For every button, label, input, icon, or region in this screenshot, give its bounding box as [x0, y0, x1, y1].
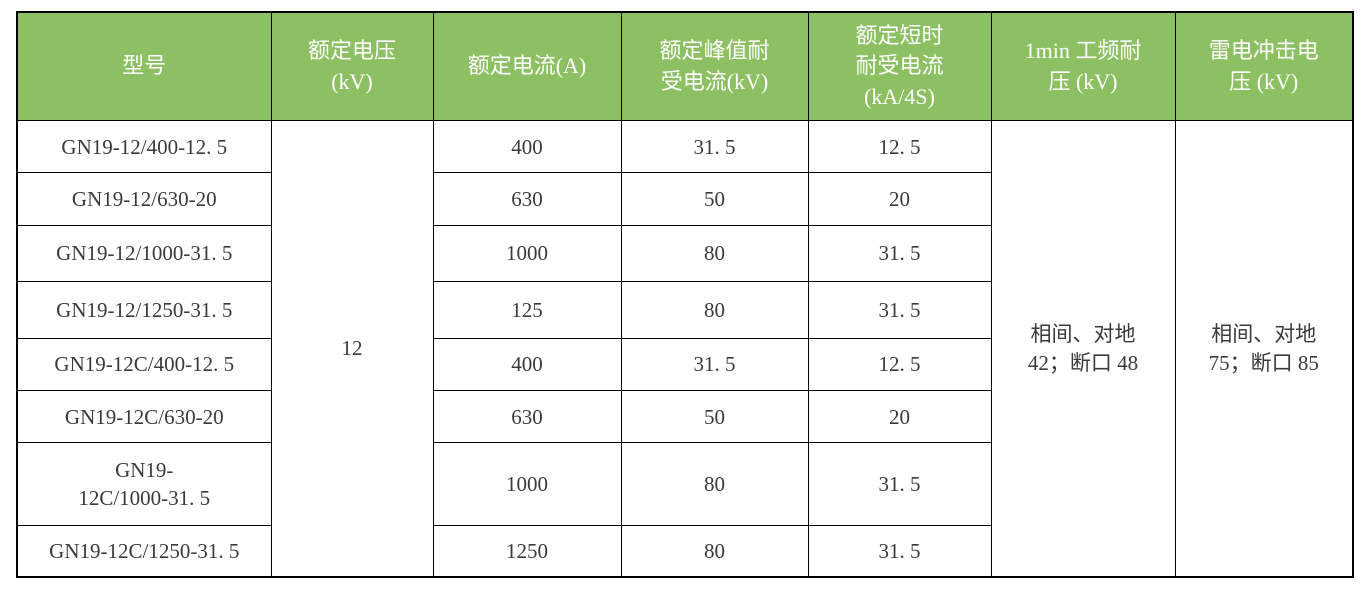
short-time-cell: 31. 5 [807, 224, 992, 283]
table-row: GN19-12/1000-31. 5 1000 80 31. 5 [16, 224, 1353, 283]
table-row: GN19-12/400-12. 5 12 400 31. 5 12. 5 相间、… [16, 119, 1354, 578]
header-rated-current: 额定电流(A) [432, 11, 622, 121]
power-frequency-cell: 相间、对地 42；断口 48 [990, 120, 1176, 578]
table-header: 型号 额定电压 (kV) 额定电流(A) 额定峰值耐 受电流(kV) 额定短时 … [16, 11, 1354, 121]
peak-cell: 80 [620, 442, 809, 527]
model-cell: GN19-12C/1250-31. 5 [16, 525, 272, 578]
short-time-cell: 20 [807, 172, 992, 226]
model-cell: GN19-12/400-12. 5 [16, 119, 272, 174]
header-rated-voltage: 额定电压 (kV) [270, 11, 434, 121]
header-model: 型号 [16, 11, 272, 121]
short-time-cell: 31. 5 [807, 281, 992, 339]
current-cell: 400 [432, 337, 622, 392]
peak-cell: 31. 5 [620, 119, 809, 174]
table-row: GN19-12C/400-12. 5 400 31. 5 12. 5 [16, 337, 1353, 392]
peak-cell: 80 [620, 281, 809, 339]
short-time-cell: 12. 5 [807, 119, 992, 174]
table-row: GN19-12C/630-20 630 50 20 [16, 390, 1353, 444]
lightning-impulse-cell: 相间、对地 75；断口 85 [1174, 120, 1354, 578]
model-cell: GN19-12/1250-31. 5 [16, 281, 272, 339]
current-cell: 1000 [432, 224, 622, 283]
header-row: 型号 额定电压 (kV) 额定电流(A) 额定峰值耐 受电流(kV) 额定短时 … [16, 11, 1354, 121]
table-row: GN19- 12C/1000-31. 5 1000 80 31. 5 [16, 442, 1353, 527]
table-row: GN19-12C/1250-31. 5 1250 80 31. 5 [16, 525, 1353, 578]
header-lightning-impulse: 雷电冲击电 压 (kV) [1174, 11, 1354, 121]
peak-cell: 80 [620, 525, 809, 578]
specs-table-container: 型号 额定电压 (kV) 额定电流(A) 额定峰值耐 受电流(kV) 额定短时 … [16, 11, 1354, 578]
rated-voltage-cell: 12 [270, 120, 434, 578]
current-cell: 630 [432, 390, 622, 444]
table-row: GN19-12/1250-31. 5 125 80 31. 5 [16, 281, 1353, 339]
header-short-time: 额定短时 耐受电流 (kA/4S) [807, 11, 992, 121]
model-cell: GN19- 12C/1000-31. 5 [16, 442, 272, 527]
peak-cell: 50 [620, 172, 809, 226]
current-cell: 1000 [432, 442, 622, 527]
current-cell: 400 [432, 119, 622, 174]
current-cell: 630 [432, 172, 622, 226]
short-time-cell: 31. 5 [807, 442, 992, 527]
header-power-frequency: 1min 工频耐 压 (kV) [990, 11, 1176, 121]
table-body: GN19-12/400-12. 5 12 400 31. 5 12. 5 相间、… [16, 119, 1354, 578]
specs-table: 型号 额定电压 (kV) 额定电流(A) 额定峰值耐 受电流(kV) 额定短时 … [16, 11, 1354, 578]
short-time-cell: 31. 5 [807, 525, 992, 578]
peak-cell: 31. 5 [620, 337, 809, 392]
model-cell: GN19-12/630-20 [16, 172, 272, 226]
short-time-cell: 20 [807, 390, 992, 444]
current-cell: 1250 [432, 525, 622, 578]
model-cell: GN19-12C/400-12. 5 [16, 337, 272, 392]
model-cell: GN19-12/1000-31. 5 [16, 224, 272, 283]
header-peak-withstand: 额定峰值耐 受电流(kV) [620, 11, 809, 121]
peak-cell: 80 [620, 224, 809, 283]
model-cell: GN19-12C/630-20 [16, 390, 272, 444]
peak-cell: 50 [620, 390, 809, 444]
short-time-cell: 12. 5 [807, 337, 992, 392]
current-cell: 125 [432, 281, 622, 339]
table-row: GN19-12/630-20 630 50 20 [16, 172, 1353, 226]
